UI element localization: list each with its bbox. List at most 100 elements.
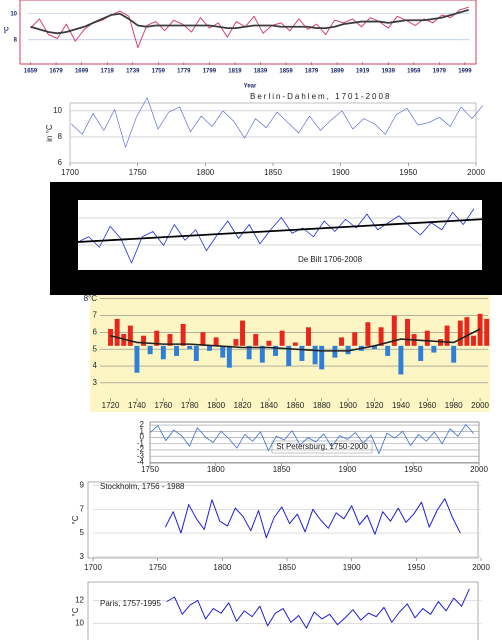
x-tick-label: 1819 xyxy=(228,69,242,75)
x-tick-label: 1850 xyxy=(278,563,296,572)
chart-panel: De Bilt 1706-2008 xyxy=(77,208,483,264)
y-tick-label: 10 xyxy=(75,619,84,628)
x-tick-label: 1900 xyxy=(332,168,350,177)
bar xyxy=(306,327,311,346)
bar xyxy=(319,345,325,370)
bar xyxy=(451,345,457,363)
x-tick-label: 1950 xyxy=(407,563,425,572)
bar xyxy=(187,345,193,350)
x-tick-label: 1850 xyxy=(264,168,282,177)
data-line xyxy=(77,208,475,264)
chart-title: Paris, 1757-1995 xyxy=(100,599,161,608)
x-tick-label: 1720 xyxy=(102,401,120,410)
y-tick-label: 5 xyxy=(80,528,85,537)
bar xyxy=(398,345,404,375)
x-tick-label: 1759 xyxy=(152,69,166,75)
bar xyxy=(378,327,384,346)
bar xyxy=(372,345,377,350)
x-tick-label: 1740 xyxy=(128,401,146,410)
bar xyxy=(345,345,351,355)
plot-background xyxy=(78,200,482,270)
bar xyxy=(405,318,410,346)
bar xyxy=(240,320,246,346)
y-tick-label: 7 xyxy=(80,504,85,513)
bar xyxy=(233,339,239,346)
bar xyxy=(213,337,219,346)
y-tick-label: -2 xyxy=(137,445,145,454)
bar xyxy=(365,322,371,346)
y-tick-label: 3 xyxy=(80,552,85,561)
panel-background xyxy=(0,0,502,95)
y-tick-label: 4 xyxy=(93,361,98,370)
x-tick-label: 1699 xyxy=(75,69,89,75)
x-tick-label: 1959 xyxy=(407,69,421,75)
plot-frame xyxy=(19,0,477,65)
x-tick-label: 1919 xyxy=(356,69,370,75)
chart-panel: 6 8 10 1700 1750 1800 1850 1900 1950 2000 Berlin-D… xyxy=(45,92,485,177)
x-tick-label: 1920 xyxy=(366,401,384,410)
bar xyxy=(286,345,292,367)
x-axis-label: Year xyxy=(244,84,257,90)
x-tick-label: 1700 xyxy=(61,168,79,177)
bar xyxy=(180,323,186,346)
y-axis-label: °C xyxy=(71,515,80,524)
bar xyxy=(259,345,265,363)
bar xyxy=(253,334,259,346)
bar xyxy=(279,330,285,346)
chart-title: St Petersburg, 1750-2000 xyxy=(276,442,368,451)
y-tick-label: 3 xyxy=(93,378,98,387)
x-tick-label: 1950 xyxy=(399,168,417,177)
data-line xyxy=(164,498,461,539)
chart-panel: 8 10 1659 1679 1699 1719 1739 1759 1779 1799 1819 1… xyxy=(5,6,472,90)
x-tick-label: 1900 xyxy=(339,465,357,474)
y-tick-label: 8°C xyxy=(84,294,98,303)
bar xyxy=(200,332,206,346)
x-tick-label: 1899 xyxy=(330,69,344,75)
x-tick-label: 1739 xyxy=(126,69,140,75)
bar xyxy=(134,345,140,373)
chart-panel: 12 10 Paris, 1757-1995 °C xyxy=(71,588,481,629)
bar xyxy=(121,334,127,346)
y-tick-label: 10 xyxy=(10,11,17,17)
x-tick-label: 1800 xyxy=(207,465,225,474)
data-line xyxy=(77,218,483,243)
x-tick-label: 1880 xyxy=(313,401,331,410)
x-tick-label: 2000 xyxy=(471,401,489,410)
y-tick-label: 9 xyxy=(80,481,85,490)
x-tick-label: 1750 xyxy=(149,563,167,572)
bar xyxy=(312,345,318,365)
y-tick-label: 7 xyxy=(93,311,98,320)
bar xyxy=(193,345,199,361)
x-tick-label: 1860 xyxy=(286,401,304,410)
bar xyxy=(391,315,397,346)
plot-frame xyxy=(149,421,480,464)
y-tick-label: 1 xyxy=(140,426,145,435)
x-tick-label: 1799 xyxy=(203,69,217,75)
bar xyxy=(457,320,463,346)
y-tick-label: 10 xyxy=(53,106,62,115)
bar xyxy=(207,345,213,351)
x-tick-label: 1939 xyxy=(382,69,396,75)
y-tick-label: 6 xyxy=(93,327,98,336)
bar xyxy=(438,339,443,346)
x-tick-label: 1800 xyxy=(207,401,225,410)
bar xyxy=(339,337,344,346)
bar xyxy=(220,345,226,358)
y-tick-label: 6 xyxy=(58,158,63,167)
chart-title: De Bilt 1706-2008 xyxy=(298,255,363,264)
y-tick-label: 5 xyxy=(93,344,98,353)
bar xyxy=(266,340,272,346)
bar xyxy=(332,345,338,358)
data-line xyxy=(166,588,470,629)
bar xyxy=(418,345,424,361)
bar xyxy=(352,332,358,346)
bar xyxy=(114,318,120,346)
data-line xyxy=(30,6,469,49)
bar xyxy=(246,345,252,360)
data-line xyxy=(30,8,469,35)
y-axis-label: °C xyxy=(71,607,80,616)
x-tick-label: 1950 xyxy=(404,465,422,474)
x-tick-label: 1979 xyxy=(433,69,447,75)
x-tick-label: 1850 xyxy=(273,465,291,474)
